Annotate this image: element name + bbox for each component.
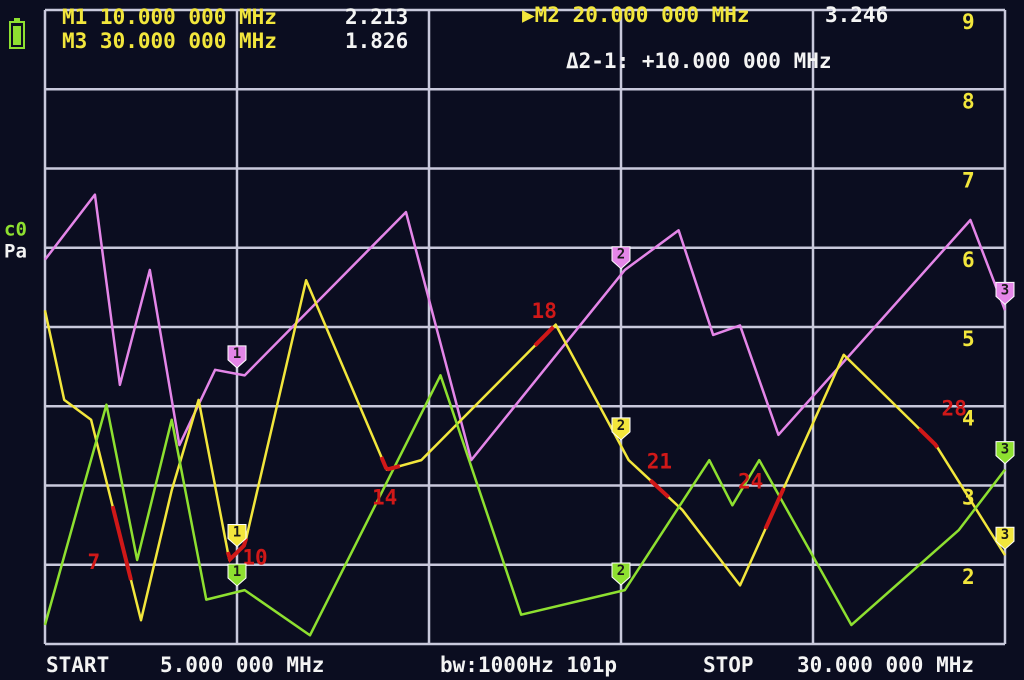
band-segment: [110, 505, 133, 581]
marker-shield: [227, 523, 247, 548]
marker3-value: 1.826: [345, 29, 408, 53]
marker-shield: [611, 246, 631, 270]
trace-marker: 1: [227, 345, 247, 369]
channel-label: c0: [4, 219, 27, 241]
marker2-value: 3.246: [825, 3, 888, 27]
trace-line: [43, 278, 1007, 622]
trace-line: [44, 193, 1007, 462]
marker-number: 2: [617, 418, 625, 434]
y-tick-label: 2: [962, 565, 975, 589]
band-segment: [533, 325, 555, 347]
marker-number: 1: [233, 346, 241, 362]
stop-label: STOP: [703, 653, 754, 677]
marker2-freq: ▶M2 20.000 000 MHz: [522, 3, 750, 27]
band-segment: [648, 478, 670, 499]
band-label: 14: [372, 486, 397, 510]
trace-marker: 2: [611, 562, 631, 586]
band-label: 7: [87, 550, 100, 574]
band-segment: [917, 427, 940, 449]
trace-marker: 3: [995, 281, 1015, 306]
start-frequency: 5.000 000 MHz: [160, 653, 324, 677]
marker-shield: [995, 281, 1015, 306]
trace-marker: 3: [995, 441, 1015, 465]
band-label: 10: [242, 545, 267, 569]
band-label: 28: [942, 397, 967, 421]
marker-shield: [611, 562, 631, 586]
marker3-freq: M3 30.000 000 MHz: [62, 29, 277, 53]
marker1-freq: M1 10.000 000 MHz: [62, 5, 277, 29]
band-segment: [379, 456, 401, 472]
marker-shield: [995, 441, 1015, 465]
unit-label: Pa: [4, 241, 27, 263]
marker-number: 2: [617, 563, 625, 579]
trace-marker: 2: [611, 417, 631, 441]
marker-shield: [227, 563, 247, 587]
y-tick-label: 7: [962, 169, 975, 193]
marker-number: 3: [1001, 442, 1009, 458]
marker1-value: 2.213: [345, 5, 408, 29]
delta-readout: Δ2-1: +10.000 000 MHz: [566, 49, 832, 73]
band-segment: [225, 537, 249, 563]
y-tick-label: 6: [962, 248, 975, 272]
band-label: 18: [532, 299, 557, 323]
stop-frequency: 30.000 000 MHz: [797, 653, 974, 677]
marker-number: 1: [233, 524, 241, 540]
band-label: 24: [738, 469, 763, 493]
band-label: 21: [647, 450, 672, 474]
trace-line: [43, 374, 1006, 637]
marker-number: 3: [1001, 527, 1009, 543]
start-label: START: [46, 653, 109, 677]
marker-shield: [611, 417, 631, 441]
trace-marker: 3: [995, 526, 1015, 550]
marker-number: 2: [617, 247, 625, 263]
marker-shield: [227, 345, 247, 369]
trace-marker: 2: [611, 246, 631, 270]
bandwidth: bw:1000Hz 101p: [440, 653, 617, 677]
y-tick-label: 5: [962, 327, 975, 351]
band-segment: [763, 487, 786, 530]
marker-number: 1: [233, 564, 241, 580]
y-tick-label: 9: [962, 10, 975, 34]
trace-marker: 1: [227, 523, 247, 548]
y-tick-label: 8: [962, 89, 975, 113]
marker-shield: [995, 526, 1015, 550]
y-tick-label: 4: [962, 406, 975, 430]
trace-marker: 1: [227, 563, 247, 587]
marker-number: 3: [1001, 282, 1009, 298]
battery-icon: [9, 18, 25, 49]
